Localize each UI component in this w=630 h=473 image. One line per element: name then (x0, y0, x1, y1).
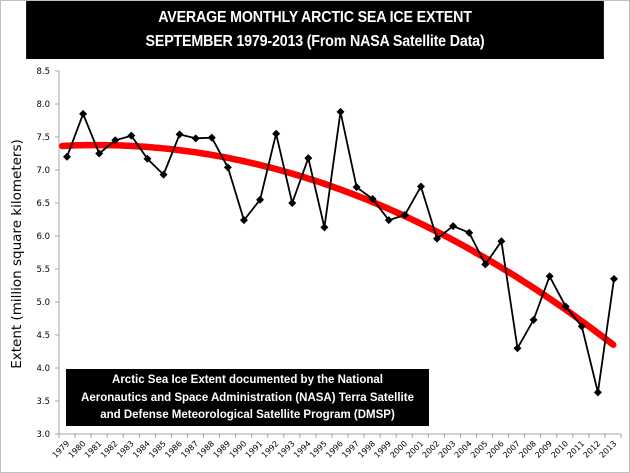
x-tick-label: 2005 (469, 439, 490, 460)
y-tick-label: 8.0 (36, 100, 50, 110)
data-point-2011 (577, 322, 586, 331)
data-point-1986 (175, 130, 184, 139)
data-point-1997 (352, 183, 361, 192)
x-tick-label: 1994 (292, 439, 313, 460)
data-point-1979 (63, 152, 71, 161)
y-axis-label: Extent (million square kilometers) (9, 139, 25, 369)
y-tick-label: 7.0 (36, 166, 50, 176)
trend-line-group (58, 141, 617, 348)
x-tick-label: 1990 (228, 439, 249, 460)
annotation-line-2: Aeronautics and Space Administration (NA… (81, 391, 414, 404)
data-point-1994 (304, 154, 313, 163)
x-tick-label: 2006 (485, 439, 506, 460)
data-point-1990 (239, 216, 248, 225)
data-point-2010 (561, 302, 570, 311)
data-point-2006 (497, 237, 506, 246)
data-point-2008 (529, 315, 538, 324)
x-tick-label: 1981 (83, 439, 104, 460)
data-point-1982 (111, 136, 120, 145)
x-tick-label: 1987 (179, 439, 200, 460)
data-point-1999 (384, 216, 393, 225)
data-point-1987 (191, 134, 200, 143)
x-tick-label: 1979 (51, 439, 72, 460)
chart-subtitle: SEPTEMBER 1979-2013 (From NASA Satellite… (145, 33, 485, 50)
data-point-2001 (416, 182, 425, 191)
data-point-1984 (143, 154, 152, 163)
x-tick-label: 2009 (533, 439, 554, 460)
data-point-2007 (513, 344, 522, 353)
x-tick-label: 2008 (517, 439, 538, 460)
data-point-2002 (433, 234, 442, 243)
annotation-line-3: and Defense Meteorological Satellite Pro… (100, 409, 395, 421)
data-point-1995 (320, 223, 329, 232)
data-point-2012 (593, 388, 602, 397)
x-tick-label: 1991 (244, 439, 265, 460)
chart-title: AVERAGE MONTHLY ARCTIC SEA ICE EXTENT (158, 9, 472, 26)
x-tick-label: 2004 (453, 439, 474, 460)
x-tick-label: 2012 (582, 439, 603, 460)
x-tick-label: 2007 (501, 439, 522, 460)
x-tick-label: 1998 (356, 439, 377, 460)
x-tick-label: 1996 (324, 439, 345, 460)
y-tick-label: 3.5 (36, 397, 50, 407)
x-tick-label: 1985 (147, 439, 168, 460)
data-point-2009 (545, 272, 554, 281)
chart-title-bar: AVERAGE MONTHLY ARCTIC SEA ICE EXTENT SE… (26, 1, 604, 59)
x-tick-label: 2000 (389, 439, 410, 460)
x-tick-label: 2011 (565, 439, 586, 460)
x-tick-label: 1983 (115, 439, 136, 460)
y-tick-label: 5.0 (36, 298, 50, 308)
y-tick-label: 5.5 (36, 265, 50, 275)
data-point-2003 (449, 222, 458, 231)
x-tick-label: 1995 (308, 439, 329, 460)
x-axis: 1979198019811982198319841985198619871988… (51, 433, 622, 460)
data-line (66, 111, 615, 393)
y-tick-label: 8.5 (36, 67, 50, 77)
data-point-1992 (272, 129, 281, 138)
x-tick-label: 1984 (131, 439, 152, 460)
x-tick-label: 2010 (549, 439, 570, 460)
y-tick-label: 7.5 (36, 133, 50, 143)
data-point-2005 (481, 260, 490, 269)
y-axis: 3.0 3.5 4.0 4.5 5.0 5.5 6.0 6.5 7.0 7.5 8.0 8.5 (36, 67, 60, 440)
trend-line (58, 141, 617, 348)
annotation-box: Arctic Sea Ice Extent documented by the … (65, 368, 430, 427)
x-tick-label: 2002 (421, 439, 442, 460)
x-tick-label: 2003 (437, 439, 458, 460)
x-tick-label: 2001 (405, 439, 426, 460)
data-point-2000 (400, 210, 409, 219)
data-point-2004 (465, 228, 474, 237)
data-point-1991 (256, 195, 265, 204)
x-tick-label: 2013 (598, 439, 619, 460)
data-point-1996 (336, 107, 345, 116)
data-point-2013 (610, 274, 618, 283)
y-tick-label: 4.5 (36, 331, 50, 341)
y-tick-label: 6.0 (36, 232, 50, 242)
x-tick-label: 1982 (99, 439, 120, 460)
data-point-1988 (207, 133, 216, 142)
data-series-group (63, 107, 618, 397)
y-tick-label: 3.0 (36, 430, 50, 440)
y-tick-label: 4.0 (36, 364, 50, 374)
y-tick-label: 6.5 (36, 199, 50, 209)
annotation-line-1: Arctic Sea Ice Extent documented by the … (112, 374, 383, 386)
data-point-1998 (368, 195, 377, 204)
x-tick-label: 1993 (276, 439, 297, 460)
data-point-1993 (288, 199, 297, 207)
x-tick-label: 1992 (260, 439, 281, 460)
data-point-1981 (95, 149, 104, 158)
data-point-1989 (223, 163, 232, 172)
x-tick-label: 1989 (212, 439, 233, 460)
x-tick-label: 1980 (67, 439, 88, 460)
data-point-1985 (159, 170, 168, 179)
x-tick-label: 1997 (340, 439, 361, 460)
x-tick-label: 1999 (372, 439, 393, 460)
data-point-1980 (79, 109, 88, 118)
x-tick-label: 1988 (195, 439, 216, 460)
data-point-1983 (127, 131, 136, 140)
x-tick-label: 1986 (163, 439, 184, 460)
